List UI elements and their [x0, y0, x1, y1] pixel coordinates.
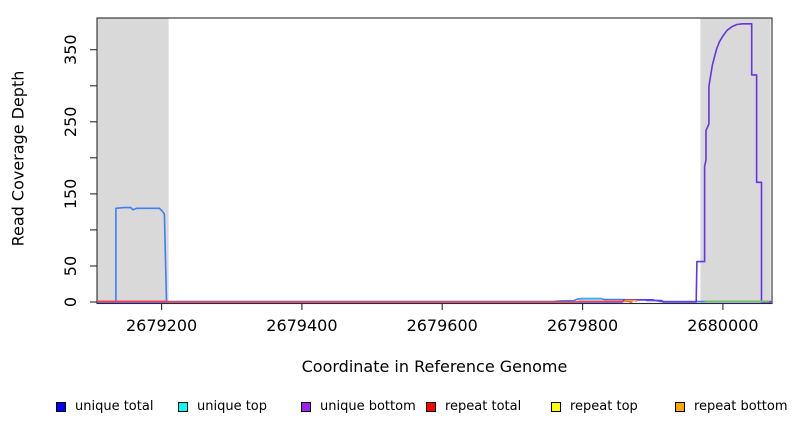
- y-tick-label: 50: [61, 256, 80, 276]
- plot-box: [96, 17, 773, 305]
- legend-item-repeat-bottom: repeat bottom: [675, 399, 788, 414]
- legend-swatch-repeat-total: [426, 401, 436, 412]
- legend-swatch-unique-total: [56, 401, 66, 412]
- right-gray-band: [700, 18, 771, 304]
- series-unique-bottom: [97, 22, 772, 303]
- legend-label: unique total: [75, 399, 154, 414]
- legend-item-repeat-top: repeat top: [551, 399, 638, 414]
- series-unique-top: [578, 297, 604, 300]
- left-gray-band: [97, 18, 169, 304]
- series-repeat-total: [97, 300, 633, 303]
- legend-item-unique-total: unique total: [56, 399, 153, 414]
- x-tick-label: 2679200: [126, 316, 197, 335]
- legend-swatch-repeat-top: [551, 401, 561, 412]
- y-axis-title: Read Coverage Depth: [8, 70, 28, 247]
- legend-swatch-unique-top: [178, 401, 188, 412]
- y-tick-label: 0: [61, 297, 80, 307]
- x-tick-label: 2679400: [266, 316, 337, 335]
- y-tick-label: 250: [61, 107, 80, 138]
- legend: unique total unique top unique bottom repea…: [0, 399, 792, 421]
- legend-swatch-unique-bottom: [301, 401, 311, 412]
- legend-label: unique top: [197, 399, 268, 414]
- legend-label: unique bottom: [320, 399, 416, 414]
- x-tick-label: 2680000: [687, 316, 758, 335]
- legend-label: repeat top: [570, 399, 638, 414]
- y-tick-label: 350: [61, 34, 80, 65]
- y-tick-label: 150: [61, 179, 80, 210]
- legend-item-unique-bottom: unique bottom: [301, 399, 416, 414]
- x-axis-title: Coordinate in Reference Genome: [301, 357, 568, 376]
- legend-item-unique-top: unique top: [178, 399, 267, 414]
- legend-label: repeat total: [445, 399, 522, 414]
- x-tick-label: 2679800: [547, 316, 618, 335]
- series-repeat-bottom: [623, 299, 638, 303]
- series-unique-total: [97, 206, 772, 303]
- x-tick-label: 2679600: [407, 316, 478, 335]
- legend-swatch-repeat-bottom: [675, 401, 685, 412]
- legend-label: repeat bottom: [694, 399, 788, 414]
- legend-item-repeat-total: repeat total: [426, 399, 521, 414]
